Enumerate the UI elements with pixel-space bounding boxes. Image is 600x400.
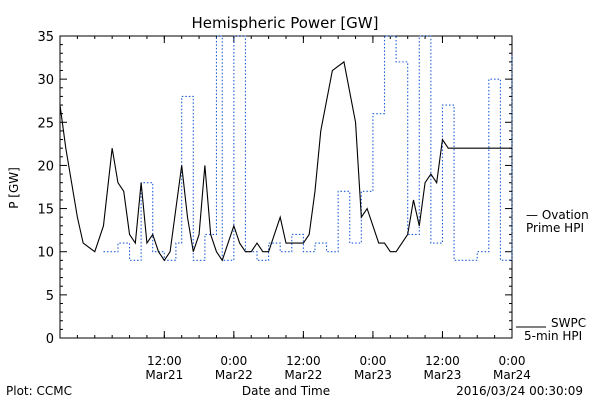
y-tick-label: 35 <box>37 30 54 45</box>
y-tick-label: 5 <box>46 289 54 304</box>
x-tick-label: 0:00 <box>220 354 247 368</box>
ovation-prime-line <box>103 35 513 261</box>
y-axis-label: P [GW] <box>7 167 21 209</box>
legend-swpc-line1: SWPC <box>551 316 586 330</box>
footer-right: 2016/03/24 00:30:09 <box>456 384 583 398</box>
y-tick-label: 10 <box>37 246 54 261</box>
y-tick-label: 15 <box>37 203 54 218</box>
legend-ovation-line2: Prime HPI <box>526 221 584 235</box>
y-tick-label: 30 <box>37 73 54 88</box>
footer-left: Plot: CCMC <box>6 384 72 398</box>
x-tick-sublabel: Mar23 <box>354 368 392 382</box>
x-tick-label: 0:00 <box>499 354 526 368</box>
y-tick-label: 20 <box>37 159 54 174</box>
x-tick-sublabel: Mar24 <box>493 368 531 382</box>
x-tick-sublabel: Mar22 <box>215 368 253 382</box>
y-tick-label: 25 <box>37 116 54 131</box>
legend-swpc-line2: 5-min HPI <box>524 329 582 343</box>
x-axis-label: Date and Time <box>242 384 330 398</box>
x-tick-label: 12:00 <box>425 354 460 368</box>
x-tick-label: 12:00 <box>286 354 321 368</box>
x-tick-sublabel: Mar22 <box>284 368 322 382</box>
chart-title: Hemispheric Power [GW] <box>192 14 379 32</box>
x-tick-sublabel: Mar21 <box>145 368 183 382</box>
legend-ovation-line1: — Ovation <box>526 208 589 222</box>
swpc-line <box>59 60 512 262</box>
x-tick-label: 12:00 <box>147 354 182 368</box>
x-tick-label: 0:00 <box>359 354 386 368</box>
x-tick-sublabel: Mar23 <box>424 368 462 382</box>
y-tick-label: 0 <box>46 332 54 347</box>
plot-frame <box>59 35 513 339</box>
